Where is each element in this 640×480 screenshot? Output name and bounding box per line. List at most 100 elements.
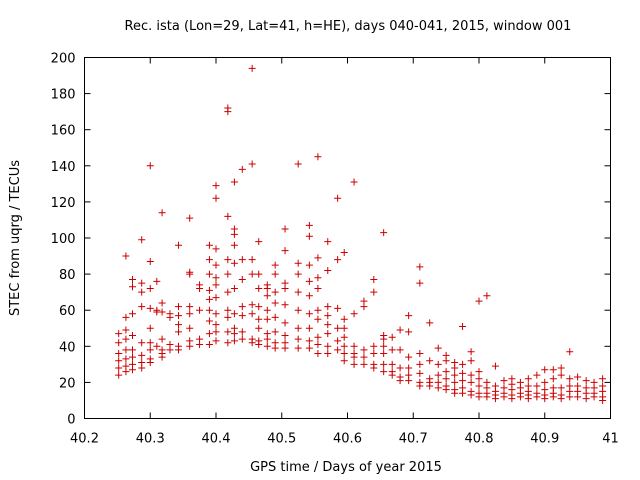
x-tick-label: 40.5 <box>267 432 296 447</box>
data-point <box>557 384 565 392</box>
data-point <box>396 364 404 372</box>
data-point <box>324 312 332 320</box>
data-point <box>294 160 302 168</box>
data-point <box>205 340 213 348</box>
data-point <box>255 238 263 246</box>
data-point <box>153 277 161 285</box>
data-point <box>238 276 246 284</box>
data-point <box>314 315 322 323</box>
data-point <box>380 342 388 350</box>
data-point <box>212 194 220 202</box>
data-point <box>205 317 213 325</box>
data-point <box>416 279 424 287</box>
data-point <box>115 371 123 379</box>
data-point <box>263 335 271 343</box>
data-point <box>380 368 388 376</box>
data-point <box>115 357 123 365</box>
data-point <box>599 396 607 404</box>
data-point <box>294 335 302 343</box>
data-point <box>281 285 289 293</box>
data-point <box>370 364 378 372</box>
data-point <box>224 339 232 347</box>
x-tick-label: 40.2 <box>70 432 99 447</box>
data-point <box>426 382 434 390</box>
data-point <box>380 229 388 237</box>
x-axis-label: GPS time / Days of year 2015 <box>250 460 442 475</box>
data-point <box>205 295 213 303</box>
data-point <box>230 259 238 267</box>
data-point <box>459 389 467 397</box>
data-point <box>138 364 146 372</box>
x-axis: 40.2 40.3 40.4 40.5 40.6 40.7 40.8 40.9 41 <box>70 57 619 447</box>
data-point <box>271 328 279 336</box>
data-point <box>212 245 220 253</box>
data-point <box>186 342 194 350</box>
data-point <box>271 288 279 296</box>
data-point <box>582 377 590 385</box>
data-point <box>128 353 136 361</box>
data-point <box>566 375 574 383</box>
data-point <box>175 328 183 336</box>
data-point <box>212 337 220 345</box>
data-point <box>281 247 289 255</box>
data-point <box>459 322 467 330</box>
data-point <box>248 339 256 347</box>
data-point <box>238 256 246 264</box>
data-point <box>442 386 450 394</box>
data-point <box>138 303 146 311</box>
data-point <box>196 340 204 348</box>
data-point <box>248 310 256 318</box>
data-point <box>224 313 232 321</box>
data-point <box>416 263 424 271</box>
data-points <box>115 64 607 404</box>
data-point <box>334 324 342 332</box>
data-point <box>255 285 263 293</box>
data-point <box>324 238 332 246</box>
y-tick-label: 120 <box>51 196 76 211</box>
data-point <box>122 346 130 354</box>
data-point <box>340 315 348 323</box>
data-point <box>294 270 302 278</box>
data-point <box>483 393 491 401</box>
data-point <box>238 312 246 320</box>
y-tick-label: 140 <box>51 160 76 175</box>
data-point <box>263 315 271 323</box>
data-point <box>294 288 302 296</box>
data-point <box>115 339 123 347</box>
data-point <box>115 350 123 358</box>
data-point <box>158 209 166 217</box>
data-point <box>475 382 483 390</box>
x-tick-label: 40.3 <box>136 432 165 447</box>
data-point <box>271 261 279 269</box>
data-point <box>350 353 358 361</box>
data-point <box>396 377 404 385</box>
data-point <box>324 350 332 358</box>
data-point <box>324 342 332 350</box>
data-point <box>340 248 348 256</box>
data-point <box>467 371 475 379</box>
data-point <box>271 344 279 352</box>
data-point <box>334 194 342 202</box>
data-point <box>324 321 332 329</box>
data-point <box>212 261 220 269</box>
x-tick-label: 41 <box>602 432 619 447</box>
data-point <box>205 286 213 294</box>
data-point <box>380 335 388 343</box>
data-point <box>138 236 146 244</box>
data-point <box>294 344 302 352</box>
data-point <box>212 294 220 302</box>
y-tick-label: 80 <box>59 268 76 283</box>
data-point <box>224 212 232 220</box>
y-tick-label: 160 <box>51 124 76 139</box>
data-point <box>175 346 183 354</box>
data-point <box>146 346 154 354</box>
data-point <box>541 395 549 403</box>
data-point <box>475 297 483 305</box>
data-point <box>340 324 348 332</box>
data-point <box>334 304 342 312</box>
y-axis: 0 20 40 60 80 100 120 140 160 180 200 <box>51 52 611 428</box>
data-point <box>263 342 271 350</box>
data-point <box>281 344 289 352</box>
data-point <box>281 331 289 339</box>
